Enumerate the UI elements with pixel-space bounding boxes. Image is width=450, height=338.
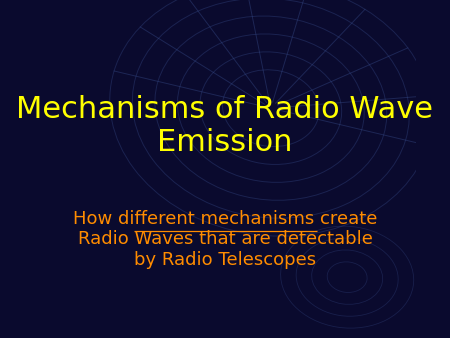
Text: Mechanisms of Radio Wave
Emission: Mechanisms of Radio Wave Emission <box>17 95 433 157</box>
Text: How different mechanisms create
Radio Waves that are detectable
by Radio Telesco: How different mechanisms create Radio Wa… <box>73 210 377 269</box>
